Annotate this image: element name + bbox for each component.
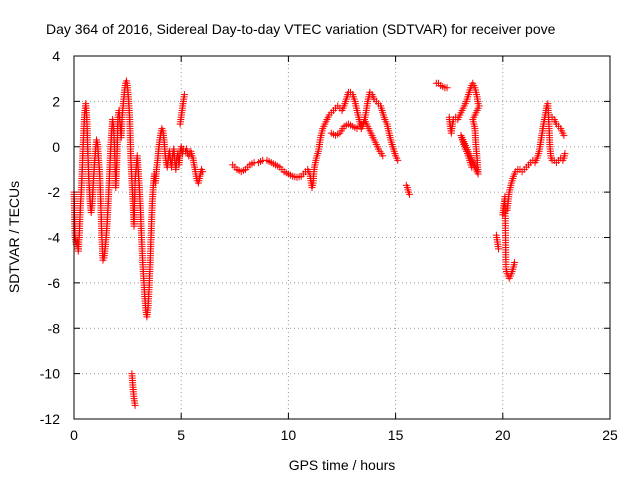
x-tick-label: 15 bbox=[388, 427, 404, 443]
x-axis-label: GPS time / hours bbox=[289, 457, 396, 473]
x-tick-label: 20 bbox=[495, 427, 511, 443]
data-point bbox=[511, 258, 519, 266]
x-tick-labels: 0 5 10 15 20 25 bbox=[70, 427, 618, 443]
y-axis-label: SDTVAR / TECUs bbox=[6, 181, 22, 293]
chart-title: Day 364 of 2016, Sidereal Day-to-day VTE… bbox=[46, 21, 556, 37]
y-tick-label: -12 bbox=[40, 411, 60, 427]
data-point bbox=[560, 131, 568, 139]
plot-frame bbox=[73, 55, 611, 420]
y-tick-labels: -12 -10 -8 -6 -4 -2 0 2 4 bbox=[40, 48, 60, 427]
x-tick-label: 0 bbox=[70, 427, 78, 443]
y-tick-label: -10 bbox=[40, 366, 60, 382]
x-tick-label: 10 bbox=[281, 427, 297, 443]
data-point bbox=[379, 152, 387, 160]
y-tick-label: -2 bbox=[48, 184, 61, 200]
data-point bbox=[394, 156, 402, 164]
y-tick-label: 4 bbox=[52, 48, 60, 64]
data-point bbox=[468, 163, 476, 171]
data-point bbox=[180, 91, 188, 99]
y-tick-label: -4 bbox=[48, 230, 61, 246]
x-tick-label: 5 bbox=[177, 427, 185, 443]
y-tick-label: 0 bbox=[52, 139, 60, 155]
y-tick-label: -6 bbox=[48, 275, 61, 291]
x-tick-label: 25 bbox=[602, 427, 618, 443]
data-point bbox=[495, 245, 503, 253]
data-point bbox=[443, 84, 451, 92]
data-point bbox=[199, 168, 207, 176]
data-point bbox=[406, 190, 414, 198]
data-point bbox=[561, 150, 569, 158]
data-points bbox=[70, 77, 569, 409]
y-tick-label: 2 bbox=[52, 93, 60, 109]
y-tick-label: -8 bbox=[48, 320, 61, 336]
data-point bbox=[131, 401, 139, 409]
